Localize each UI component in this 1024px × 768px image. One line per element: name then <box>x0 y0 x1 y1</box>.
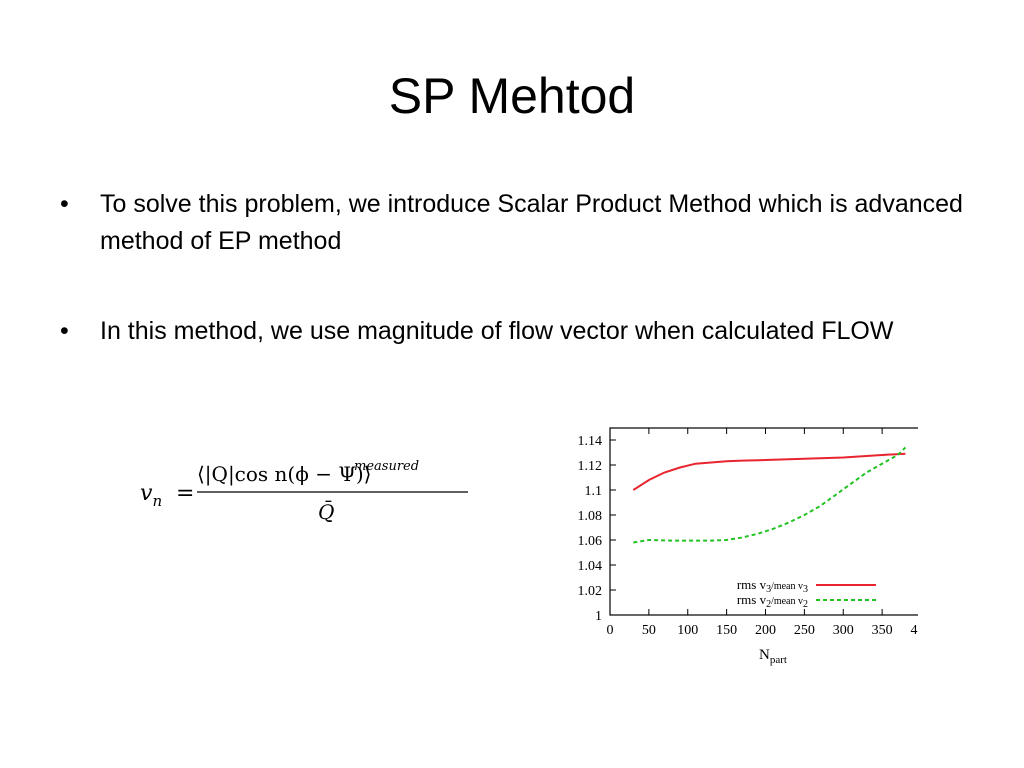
legend-label: rms v2/mean v2 <box>737 592 808 610</box>
x-tick-label: 400 <box>911 623 919 638</box>
y-tick-label: 1.14 <box>578 434 603 449</box>
scalar-product-formula: vn = ⟨|Q|cos n(ϕ − Ψ)⟩ measured Q̄ <box>140 459 468 524</box>
x-tick-label: 100 <box>677 623 698 638</box>
x-tick-label: 150 <box>716 623 737 638</box>
x-tick-label: 0 <box>607 623 614 638</box>
bullet-text: In this method, we use magnitude of flow… <box>100 317 894 345</box>
y-tick-label: 1 <box>595 609 602 624</box>
x-axis-label: Npart <box>759 647 787 666</box>
formula-denominator: Q̄ <box>318 499 334 524</box>
plot-frame <box>609 427 918 616</box>
bullet-marker: • <box>60 317 69 345</box>
x-tick-label: 300 <box>833 623 854 638</box>
bullet-item: • To solve this problem, we introduce Sc… <box>58 186 978 260</box>
bullet-text: To solve this problem, we introduce Scal… <box>100 190 963 255</box>
x-tick-label: 50 <box>642 623 656 638</box>
y-tick-label: 1.1 <box>585 484 603 499</box>
slide-title: SP Mehtod <box>388 68 636 124</box>
formula-numerator: ⟨|Q|cos n(ϕ − Ψ)⟩ <box>197 462 371 487</box>
y-tick-label: 1.02 <box>578 584 603 599</box>
bullet-marker: • <box>60 190 69 218</box>
legend-label: rms v3/mean v3 <box>737 577 808 595</box>
series-line-1 <box>632 452 906 491</box>
y-tick-label: 1.04 <box>578 559 603 574</box>
nparticipant-ratio-chart: 1 1.02 1.04 1.06 1.08 1.1 1.12 1.14 0 50 100 150 200… <box>578 427 919 666</box>
formula-equals: = <box>176 481 194 506</box>
series-line-2 <box>633 446 907 544</box>
y-tick-label: 1.12 <box>578 459 603 474</box>
bullet-list: • To solve this problem, we introduce Sc… <box>58 186 978 403</box>
x-tick-label: 200 <box>755 623 776 638</box>
bullet-item: • In this method, we use magnitude of fl… <box>58 313 978 350</box>
formula-psi-superscript: measured <box>354 459 419 474</box>
y-tick-label: 1.06 <box>578 534 603 549</box>
formula-lhs: vn <box>140 481 162 510</box>
y-tick-label: 1.08 <box>578 509 603 524</box>
x-tick-label: 350 <box>872 623 893 638</box>
x-tick-label: 250 <box>794 623 815 638</box>
